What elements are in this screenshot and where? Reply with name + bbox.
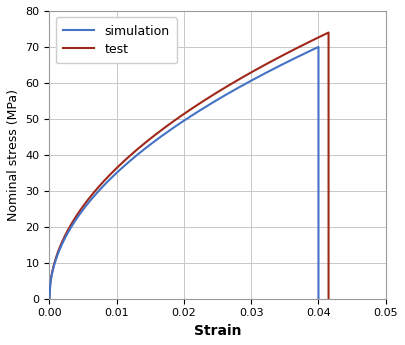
test (312, 37, 317, 41)
simulation (316, 45, 321, 49)
test (326, 297, 331, 301)
simulation (316, 297, 321, 301)
simulation (134, 153, 139, 157)
test (326, 30, 331, 34)
test (137, 145, 142, 149)
simulation (304, 50, 309, 55)
Legend: simulation, test: simulation, test (55, 17, 177, 63)
X-axis label: Strain: Strain (194, 324, 241, 338)
simulation (47, 297, 52, 301)
test (47, 297, 52, 301)
simulation (303, 51, 307, 56)
test (305, 41, 309, 45)
simulation (235, 86, 240, 90)
Line: simulation: simulation (49, 47, 318, 299)
test (275, 56, 279, 60)
simulation (266, 69, 271, 73)
simulation (295, 55, 300, 59)
test (242, 74, 247, 78)
test (314, 36, 319, 40)
Y-axis label: Nominal stress (MPa): Nominal stress (MPa) (7, 89, 20, 221)
Line: test: test (49, 32, 328, 299)
